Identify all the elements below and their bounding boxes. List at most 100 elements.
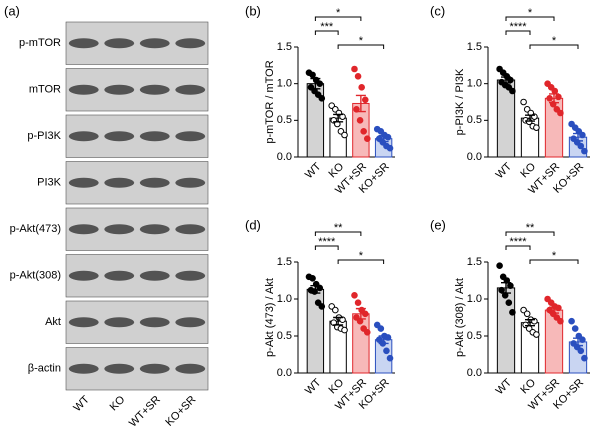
y-tick-label: 0.0: [277, 367, 292, 379]
blot-band: [68, 131, 99, 142]
data-point: [555, 304, 562, 312]
panel-label: (d): [245, 217, 261, 232]
data-point: [386, 144, 394, 152]
significance-label: ***: [320, 21, 334, 33]
x-tick-label: KO: [518, 376, 538, 396]
data-point: [568, 317, 575, 325]
error-bar: [378, 335, 389, 345]
error-bar: [573, 337, 583, 347]
error-bar: [525, 319, 535, 327]
data-point: [383, 347, 390, 355]
panel-label: (e): [430, 217, 446, 232]
error-bar: [333, 113, 344, 123]
blot-band: [68, 270, 99, 281]
y-axis-label: p-Akt (308) / Akt: [454, 278, 466, 357]
data-point: [363, 135, 371, 142]
x-tick-label: KO: [518, 160, 538, 180]
data-point: [557, 109, 564, 117]
blot-lane-label: KO+SR: [163, 394, 198, 429]
data-point: [546, 95, 553, 102]
blot-band: [175, 363, 206, 374]
blot-band: [175, 317, 206, 328]
blot-band: [104, 177, 135, 188]
data-point: [498, 286, 505, 294]
y-tick-label: 1.5: [467, 256, 482, 268]
error-bar: [355, 94, 366, 113]
significance-bracket: [314, 16, 362, 21]
data-point: [557, 317, 564, 325]
significance-label: *: [528, 7, 533, 19]
blot-band: [104, 38, 135, 49]
error-bar: [333, 316, 344, 326]
error-bar: [501, 76, 511, 84]
y-tick-label: 1.0: [277, 78, 292, 90]
data-point: [318, 95, 326, 102]
data-point: [361, 310, 369, 318]
blot-band: [68, 84, 99, 95]
blot-band: [68, 224, 99, 235]
y-tick-label: 0.0: [467, 367, 482, 379]
significance-bracket: [314, 231, 362, 236]
data-point: [555, 93, 562, 101]
data-point: [341, 326, 348, 334]
error-bar: [525, 114, 535, 122]
blot-band: [175, 131, 206, 142]
blot-band: [139, 84, 170, 95]
data-point: [581, 147, 588, 155]
error-bar: [501, 282, 511, 294]
blot-band: [139, 224, 170, 235]
y-axis-label: p-PI3K / PI3K: [454, 68, 466, 135]
blot-band: [139, 131, 170, 142]
data-point: [581, 354, 588, 362]
panel-label: (c): [430, 3, 445, 18]
blot-band: [175, 84, 206, 95]
data-point: [354, 73, 362, 80]
data-point: [316, 80, 324, 87]
x-tick-label: WT: [494, 376, 515, 397]
y-tick-label: 1.5: [277, 256, 292, 268]
blot-row-label: β-actin: [28, 363, 61, 375]
panel-label: (a): [4, 3, 20, 18]
data-point: [386, 354, 394, 362]
blot-band: [139, 177, 170, 188]
data-point: [577, 347, 585, 355]
data-point: [533, 331, 540, 338]
significance-bracket: [505, 231, 555, 236]
data-point: [509, 87, 516, 95]
data-point: [507, 282, 514, 289]
error-bar: [549, 93, 559, 104]
data-point: [523, 310, 531, 318]
blot-row-label: p-Akt(473): [10, 223, 61, 235]
error-bar: [310, 77, 321, 90]
blot-row-label: PI3K: [37, 177, 62, 189]
y-tick-label: 1.0: [277, 293, 292, 305]
data-point: [341, 131, 348, 139]
blot-lane-label: KO: [108, 393, 128, 413]
blot-band: [139, 270, 170, 281]
significance-bracket: [314, 245, 339, 250]
blot-band: [104, 363, 135, 374]
blot-band: [139, 317, 170, 328]
data-point: [377, 325, 385, 332]
blot-band: [104, 224, 135, 235]
data-point: [509, 309, 516, 316]
blot-row-label: Akt: [45, 316, 61, 328]
significance-bracket: [505, 30, 531, 35]
data-point: [363, 329, 371, 336]
bar: [496, 287, 516, 374]
blot-band: [104, 317, 135, 328]
data-point: [354, 299, 362, 307]
y-tick-label: 0.5: [467, 330, 482, 342]
data-point: [520, 98, 527, 106]
data-point: [309, 71, 316, 79]
data-point: [356, 117, 364, 124]
blot-band: [68, 177, 99, 188]
data-point: [351, 292, 358, 299]
y-tick-label: 0.0: [277, 151, 292, 163]
y-tick-label: 1.5: [277, 41, 292, 53]
data-point: [332, 306, 339, 314]
data-point: [309, 274, 316, 282]
blot-lane-label: WT+SR: [127, 394, 163, 430]
data-point: [361, 96, 369, 104]
